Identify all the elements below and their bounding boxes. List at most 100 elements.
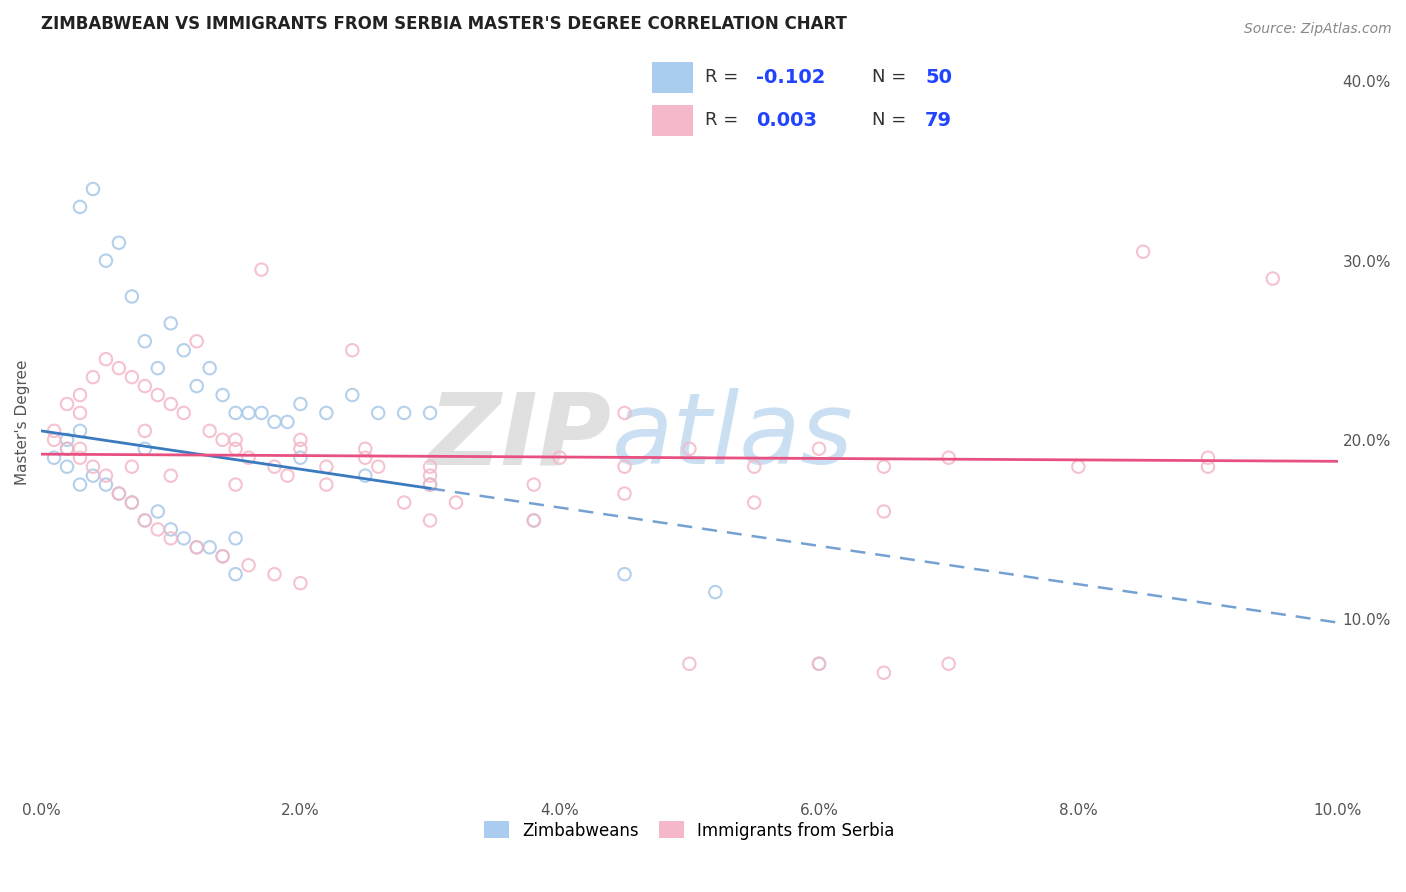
Point <box>94 477 117 491</box>
Point <box>121 495 143 509</box>
Point <box>290 433 312 447</box>
Point <box>808 657 831 671</box>
Point <box>225 567 247 582</box>
Point <box>186 334 208 349</box>
Point <box>211 549 233 564</box>
Point <box>938 657 960 671</box>
Point <box>263 415 285 429</box>
Point <box>69 477 91 491</box>
Point <box>134 334 156 349</box>
Point <box>56 397 79 411</box>
Point <box>392 495 415 509</box>
Point <box>56 433 79 447</box>
Text: N =: N = <box>872 69 912 87</box>
Point <box>121 495 143 509</box>
Y-axis label: Master's Degree: Master's Degree <box>15 359 30 484</box>
Point <box>134 379 156 393</box>
Point <box>225 406 247 420</box>
Point <box>678 657 700 671</box>
Point <box>186 379 208 393</box>
Text: N =: N = <box>872 112 912 129</box>
Point <box>159 532 181 546</box>
Point <box>198 361 221 376</box>
Point <box>211 388 233 402</box>
Point <box>290 442 312 456</box>
Point <box>211 549 233 564</box>
Point <box>808 657 831 671</box>
Point <box>108 486 131 500</box>
Text: ZIP: ZIP <box>429 388 612 485</box>
Point <box>225 442 247 456</box>
Point <box>134 424 156 438</box>
Point <box>276 415 298 429</box>
Point <box>146 361 169 376</box>
Point <box>121 459 143 474</box>
Point <box>146 388 169 402</box>
Point <box>225 433 247 447</box>
Point <box>173 532 195 546</box>
Point <box>82 370 104 384</box>
Point <box>938 450 960 465</box>
Point <box>82 468 104 483</box>
Point <box>419 477 441 491</box>
Point <box>276 468 298 483</box>
Point <box>94 468 117 483</box>
Point <box>419 459 441 474</box>
Point <box>238 558 260 573</box>
Point <box>108 486 131 500</box>
Point <box>134 513 156 527</box>
Point <box>69 442 91 456</box>
Point <box>678 442 700 456</box>
Point <box>354 468 377 483</box>
Text: 50: 50 <box>925 68 952 87</box>
Point <box>121 289 143 303</box>
Point <box>873 459 896 474</box>
Point <box>392 406 415 420</box>
Point <box>56 459 79 474</box>
Point <box>56 442 79 456</box>
Point <box>108 361 131 376</box>
Point <box>444 495 467 509</box>
Point <box>342 388 364 402</box>
Text: ZIMBABWEAN VS IMMIGRANTS FROM SERBIA MASTER'S DEGREE CORRELATION CHART: ZIMBABWEAN VS IMMIGRANTS FROM SERBIA MAS… <box>41 15 846 33</box>
Point <box>613 406 636 420</box>
Point <box>290 450 312 465</box>
Point <box>186 541 208 555</box>
Point <box>69 200 91 214</box>
Text: R =: R = <box>704 112 744 129</box>
Point <box>146 522 169 536</box>
Point <box>263 567 285 582</box>
Text: Source: ZipAtlas.com: Source: ZipAtlas.com <box>1244 22 1392 37</box>
Text: 0.003: 0.003 <box>756 111 817 130</box>
Point <box>146 504 169 518</box>
Point <box>173 406 195 420</box>
Point <box>613 486 636 500</box>
Point <box>808 442 831 456</box>
Point <box>742 459 765 474</box>
Point <box>225 532 247 546</box>
Legend: Zimbabweans, Immigrants from Serbia: Zimbabweans, Immigrants from Serbia <box>478 814 901 847</box>
Text: R =: R = <box>704 69 744 87</box>
Bar <box>652 62 693 93</box>
Point <box>69 424 91 438</box>
Point <box>159 468 181 483</box>
Point <box>873 504 896 518</box>
Point <box>263 459 285 474</box>
Point <box>315 406 337 420</box>
Point <box>82 459 104 474</box>
Text: -0.102: -0.102 <box>756 68 825 87</box>
Point <box>250 262 273 277</box>
Point <box>225 477 247 491</box>
Point <box>42 433 65 447</box>
Point <box>315 477 337 491</box>
Point <box>121 370 143 384</box>
Point <box>419 468 441 483</box>
Point <box>354 450 377 465</box>
Point <box>548 450 571 465</box>
Point <box>1197 450 1219 465</box>
Point <box>82 182 104 196</box>
Bar <box>652 105 693 136</box>
Point <box>159 522 181 536</box>
Point <box>134 513 156 527</box>
Point <box>94 253 117 268</box>
